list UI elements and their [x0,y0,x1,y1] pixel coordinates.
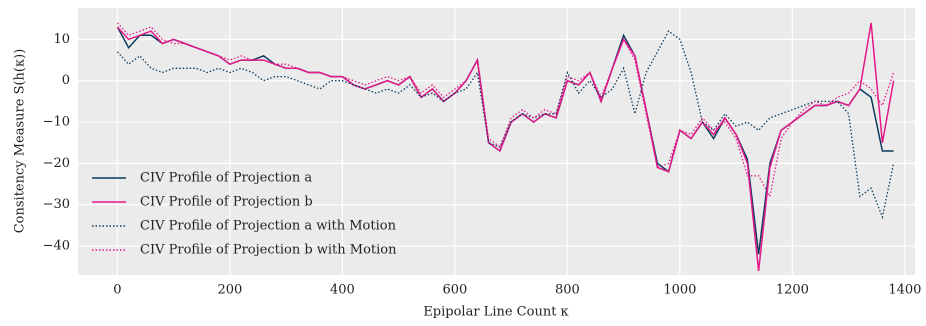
y-tick-label: −40 [43,239,70,254]
x-tick-label: 1200 [776,283,809,298]
legend-label: CIV Profile of Projection a with Motion [140,219,397,234]
x-tick-label: 1000 [663,283,696,298]
x-tick-label: 400 [330,283,355,298]
x-tick-label: 800 [555,283,580,298]
series-line [116,30,895,220]
legend-label: CIV Profile of Projection a [140,171,312,186]
legend-label: CIV Profile of Projection b [140,195,313,210]
y-tick-label: −10 [43,115,70,130]
x-tick-label: 1400 [888,283,921,298]
y-tick-label: 10 [53,32,70,47]
y-tick-label: 0 [62,73,70,88]
plot-area [78,8,915,275]
legend-label: CIV Profile of Projection b with Motion [140,243,397,258]
x-tick-label: 0 [113,283,121,298]
x-tick-label: 200 [217,283,242,298]
y-tick-label: −30 [43,197,70,212]
series-line [116,22,895,271]
x-axis-label: Epipolar Line Count κ [423,305,568,320]
x-tick-label: 600 [442,283,467,298]
y-tick-label: −20 [43,156,70,171]
y-axis-label: Consitency Measure S(h(κ)) [13,49,28,234]
